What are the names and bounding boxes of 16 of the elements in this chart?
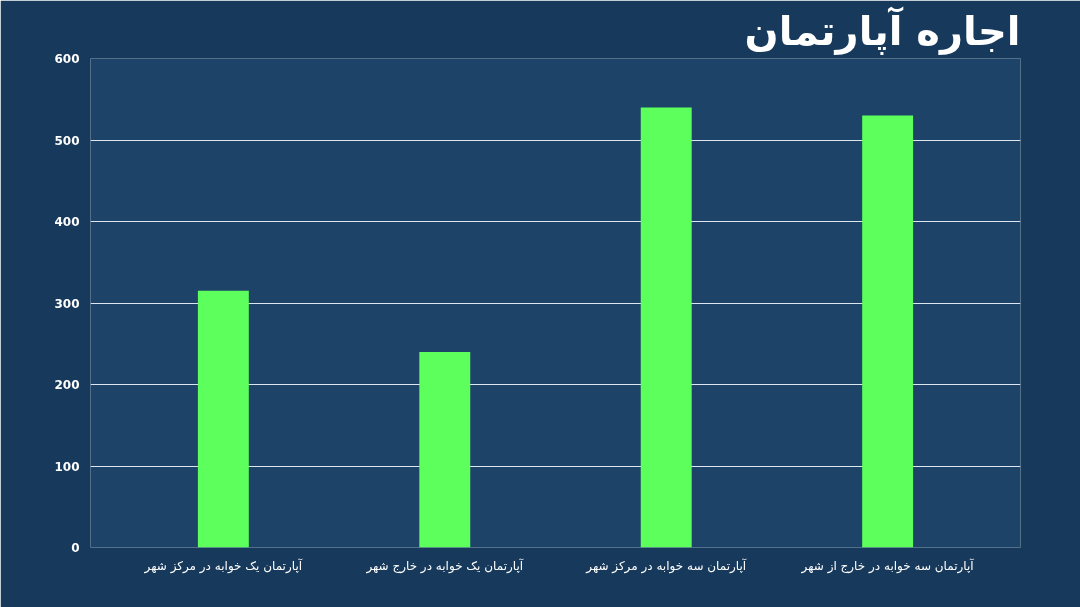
y-tick-label: 100 [54, 459, 80, 474]
chart-title: اجاره آپارتمان [744, 5, 1021, 55]
x-tick-label: آپارتمان سه خوابه در مرکز شهر [585, 557, 747, 574]
y-tick-label: 600 [54, 52, 80, 66]
bar [197, 290, 249, 548]
y-tick-label: 300 [54, 296, 80, 311]
y-tick-label: 400 [54, 215, 80, 229]
x-tick-label: آپارتمان یک خوابه در خارج شهر [365, 557, 524, 574]
bar [419, 351, 471, 548]
y-tick-label: 200 [54, 378, 80, 392]
bar [640, 107, 692, 548]
x-tick-label: آپارتمان یک خوابه در مرکز شهر [143, 557, 303, 574]
bar [862, 115, 914, 548]
y-tick-label: 0 [71, 541, 80, 555]
y-tick-label: 500 [54, 133, 80, 148]
x-tick-label: آپارتمان سه خوابه در خارج از شهر [800, 557, 975, 574]
